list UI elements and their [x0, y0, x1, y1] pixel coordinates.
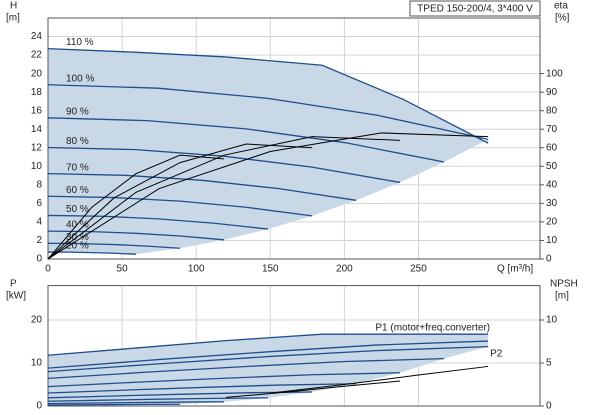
plot-area: 0 10 20 0 5 10 P1 (motor+freq.converter) P2	[31, 285, 558, 412]
curve	[47, 251, 137, 255]
y2-tick-label: 10	[546, 235, 558, 246]
y2-tick-label: 60	[546, 142, 558, 153]
plot-frame	[47, 285, 541, 407]
curve	[47, 132, 489, 260]
curve	[47, 47, 489, 144]
curve	[47, 358, 445, 380]
operating-range	[48, 48, 489, 259]
curve	[47, 340, 489, 369]
curve	[47, 146, 401, 184]
operating-range	[48, 334, 489, 406]
x-tick-label: 0	[45, 264, 51, 275]
curve	[47, 401, 225, 405]
y2-axis-label: NPSH	[550, 279, 578, 290]
y-tick-label: 10	[31, 358, 43, 369]
curve-label: 70 %	[66, 162, 89, 173]
y-tick-label: 10	[31, 161, 43, 172]
curve	[47, 195, 313, 217]
curve-label: 90 %	[66, 106, 89, 117]
y-tick-label: 6	[36, 198, 42, 209]
y-tick-label: 0	[36, 401, 42, 412]
curve-label: 110 %	[66, 37, 94, 48]
curve-label: 30 %	[66, 232, 89, 243]
curve	[47, 333, 489, 356]
curve-label: 60 %	[66, 185, 89, 196]
y2-axis-unit: [%]	[555, 13, 570, 24]
y-axis-label: P	[10, 279, 17, 290]
x-tick-label: 50	[117, 264, 129, 275]
y2-tick-label: 40	[546, 179, 558, 190]
plot-area: 0 50 100 150 200 2500246810121416182022240102…	[31, 17, 563, 275]
curve	[47, 154, 225, 260]
y-tick-label: 4	[36, 217, 42, 228]
y-tick-label: 18	[31, 87, 43, 98]
y2-axis-label: eta	[554, 1, 568, 12]
x-tick-label: 200	[336, 264, 353, 275]
y-axis-label: H	[10, 1, 17, 12]
curve	[47, 117, 445, 163]
curve-label: 100 %	[66, 73, 94, 84]
curve-label: 20 %	[66, 241, 89, 252]
curve	[47, 383, 357, 394]
y2-tick-label: 90	[546, 87, 558, 98]
curve	[47, 172, 357, 201]
y-tick-label: 16	[31, 105, 43, 116]
y2-tick-label: 20	[546, 217, 558, 228]
curve-label: P2	[490, 348, 503, 359]
x-tick-label: 250	[410, 264, 427, 275]
y-tick-label: 8	[36, 179, 42, 190]
curve-label: 50 %	[66, 204, 89, 215]
curve-label: 80 %	[66, 136, 89, 147]
title-box	[409, 0, 541, 17]
curve	[47, 346, 489, 373]
curve	[47, 136, 401, 260]
y-axis-unit: [m]	[6, 13, 20, 24]
y2-axis-unit: [m]	[555, 291, 569, 302]
y-tick-label: 20	[31, 68, 43, 79]
curve	[225, 380, 401, 398]
curve	[47, 143, 313, 260]
y-axis-unit: [kW]	[6, 291, 26, 302]
curve	[47, 397, 269, 402]
curve	[47, 391, 313, 399]
y2-tick-label: 30	[546, 198, 558, 209]
y2-tick-label: 0	[546, 401, 552, 412]
curve	[47, 242, 181, 249]
curve-label: P1 (motor+freq.converter)	[375, 323, 490, 334]
x-tick-label: 100	[188, 264, 205, 275]
y2-tick-label: 5	[546, 358, 552, 369]
curve-label: 40 %	[66, 220, 89, 231]
chart-title: TPED 150-200/4, 3*400 V	[417, 4, 533, 15]
y-tick-label: 20	[31, 315, 43, 326]
y-tick-label: 12	[31, 142, 43, 153]
y2-tick-label: 70	[546, 124, 558, 135]
plot-frame	[47, 17, 541, 260]
y-tick-label: 2	[36, 235, 42, 246]
y-tick-label: 14	[31, 124, 43, 135]
y2-tick-label: 50	[546, 161, 558, 172]
y2-tick-label: 10	[546, 315, 558, 326]
x-axis-label: Q [m³/h]	[497, 264, 533, 275]
y-tick-label: 24	[31, 31, 43, 42]
y2-tick-label: 100	[546, 68, 563, 79]
y2-tick-label: 0	[546, 254, 552, 265]
curve	[47, 372, 401, 388]
x-tick-label: 150	[262, 264, 279, 275]
curve	[47, 84, 489, 140]
y2-tick-label: 80	[546, 105, 558, 116]
curve	[270, 365, 489, 394]
y-tick-label: 22	[31, 50, 43, 61]
y-tick-label: 0	[36, 254, 42, 265]
curve	[47, 403, 181, 406]
